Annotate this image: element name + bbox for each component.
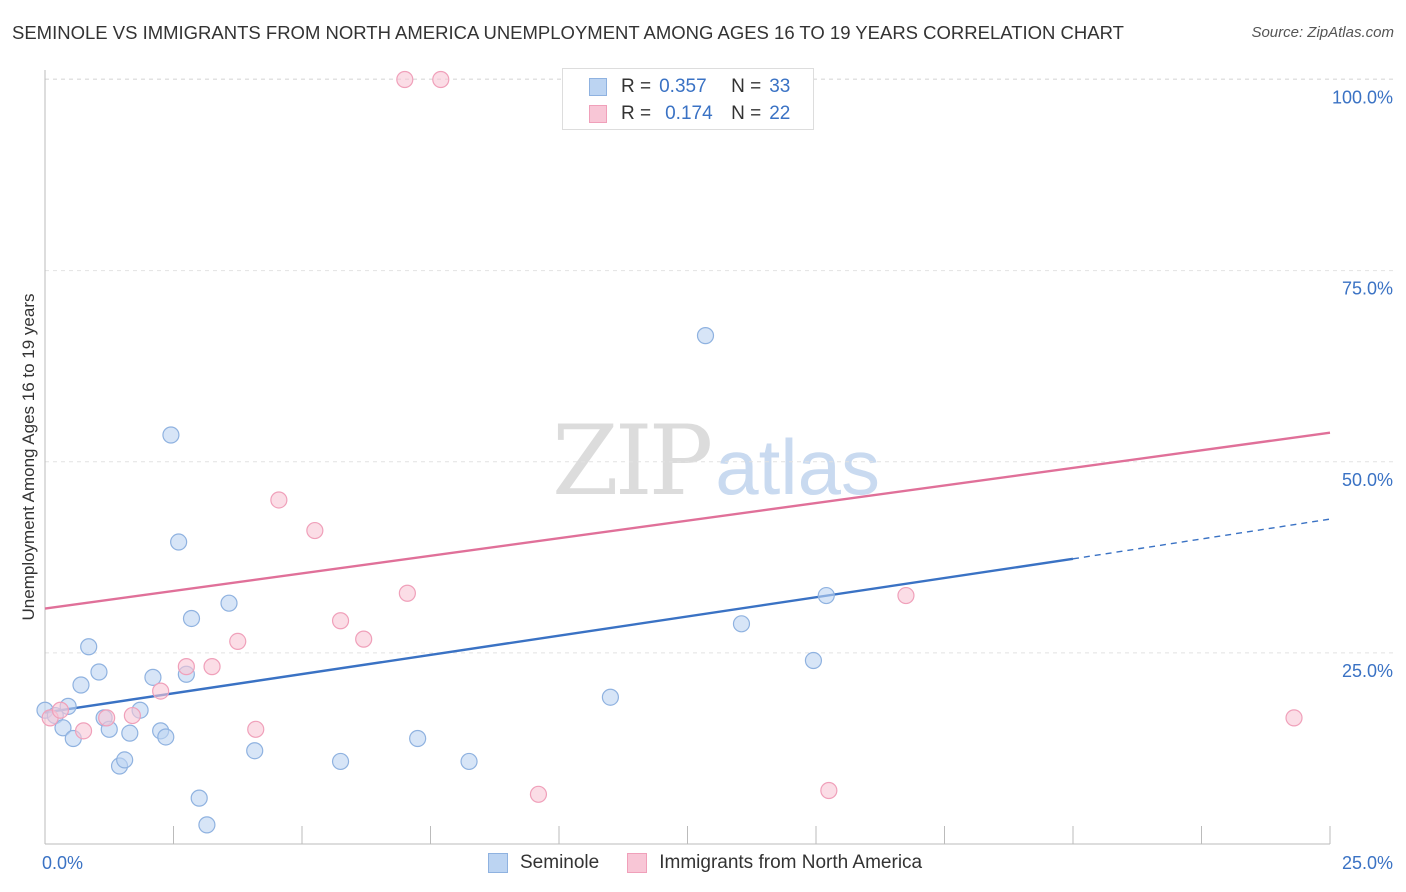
point-immigrants (270, 491, 288, 509)
legend-n-value-seminole: 33 (769, 76, 791, 97)
point-immigrants (331, 612, 350, 630)
point-immigrants (820, 781, 838, 800)
legend-r-label: R = (621, 76, 652, 97)
point-seminole (460, 752, 478, 771)
point-seminole (601, 688, 620, 706)
series-label-seminole: Seminole (520, 852, 600, 873)
point-immigrants (152, 682, 170, 700)
point-seminole (331, 752, 350, 771)
point-immigrants (74, 722, 93, 740)
point-immigrants (203, 658, 221, 676)
point-seminole (696, 327, 715, 345)
point-immigrants (355, 630, 373, 648)
legend-n-label: N = (731, 76, 762, 97)
point-seminole (182, 609, 201, 628)
point-immigrants (229, 632, 247, 651)
series-legend-seminole: Seminole (488, 852, 599, 874)
point-immigrants (1285, 709, 1303, 727)
point-immigrants (51, 701, 70, 719)
series-legend-immigrants: Immigrants from North America (627, 852, 922, 874)
point-seminole (409, 729, 427, 748)
point-seminole (220, 594, 238, 612)
point-immigrants (98, 709, 116, 727)
axes (44, 70, 1331, 845)
legend-row-immigrants: R = 0.174 N = 22 (589, 102, 790, 126)
watermark-atlas: atlas (715, 423, 880, 511)
point-immigrants (306, 521, 324, 540)
grid-lines (45, 78, 1394, 654)
point-immigrants (897, 586, 915, 605)
point-seminole (121, 724, 139, 742)
point-seminole (54, 719, 72, 737)
point-seminole (80, 638, 98, 656)
watermark-zip: ZIP (552, 405, 713, 517)
trend-lines (44, 431, 1331, 714)
point-seminole (804, 651, 823, 670)
correlation-legend: R = 0.357 N = 33 R = 0.174 N = 22 (562, 68, 814, 130)
point-seminole (246, 742, 264, 760)
y-tick-label: 25.0% (1342, 661, 1393, 681)
y-tick-label: 100.0% (1332, 88, 1393, 108)
legend-n-value-immigrants: 22 (769, 103, 791, 124)
series-legend: Seminole Immigrants from North America (488, 852, 950, 874)
chart-title: SEMINOLE VS IMMIGRANTS FROM NORTH AMERIC… (12, 22, 1124, 43)
legend-swatch-immigrants (589, 105, 607, 123)
legend-swatch-seminole (589, 78, 607, 96)
point-immigrants (432, 70, 450, 89)
point-immigrants (398, 584, 416, 602)
point-seminole (190, 789, 208, 807)
point-seminole (732, 615, 751, 633)
point-immigrants (247, 720, 265, 738)
point-seminole (162, 426, 180, 444)
point-seminole (817, 586, 835, 605)
legend-n-label: N = (731, 103, 762, 124)
legend-r-label: R = (621, 103, 652, 124)
point-seminole (90, 663, 108, 681)
tick-labels: 25.0% 50.0% 75.0% 100.0% 0.0% 25.0% Unemployme… (19, 88, 1393, 874)
watermark: ZIPatlas (552, 405, 880, 517)
y-tick-label: 75.0% (1342, 279, 1393, 299)
point-immigrants (529, 785, 548, 803)
point-seminole (116, 751, 134, 769)
trend-line-seminole-extension (1072, 518, 1331, 560)
legend-row-seminole: R = 0.357 N = 33 (589, 75, 790, 99)
series-swatch-seminole (488, 853, 508, 873)
x-tick-label-min: 0.0% (42, 853, 83, 873)
point-seminole (72, 676, 90, 694)
point-immigrants (177, 658, 195, 676)
series-swatch-immigrants (627, 853, 648, 873)
point-seminole (170, 533, 188, 551)
y-axis-label: Unemployment Among Ages 16 to 19 years (19, 294, 38, 621)
trend-line-seminole (44, 557, 1074, 714)
legend-r-value-immigrants: 0.174 (665, 103, 713, 124)
data-points (36, 70, 1303, 834)
trend-line-immigrants (44, 431, 1331, 610)
point-immigrants (396, 70, 414, 89)
series-label-immigrants: Immigrants from North America (659, 852, 923, 873)
chart-source: Source: ZipAtlas.com (1251, 24, 1394, 41)
point-seminole (157, 728, 175, 746)
point-seminole (144, 668, 162, 686)
legend-r-value-seminole: 0.357 (659, 76, 707, 97)
y-tick-label: 50.0% (1342, 470, 1393, 490)
x-tick-label-max: 25.0% (1342, 853, 1393, 873)
point-seminole (198, 816, 216, 834)
point-immigrants (123, 706, 141, 725)
